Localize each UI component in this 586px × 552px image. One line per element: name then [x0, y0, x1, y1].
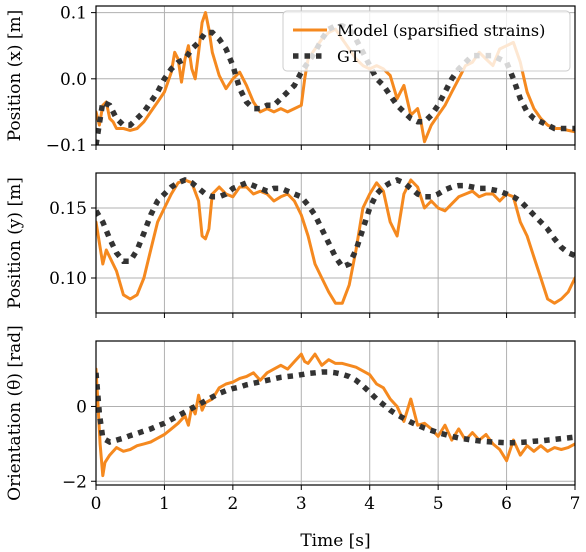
x-tick-label: 6	[501, 494, 512, 514]
y-axis-label: Position (y) [m]	[5, 177, 25, 309]
x-tick-label: 2	[227, 494, 238, 514]
y-tick-label: 0	[76, 397, 87, 417]
legend: Model (sparsified strains) GT	[282, 10, 571, 72]
y-tick-label: 0.10	[49, 269, 87, 289]
y-axis-label: Orientation (θ) [rad]	[5, 325, 25, 501]
y-axis-label: Position (x) [m]	[5, 10, 25, 142]
y-tick-label: 0.1	[60, 4, 87, 24]
gt-series-line	[96, 177, 575, 271]
model-series-line	[96, 352, 575, 478]
x-axis-label: Time [s]	[300, 531, 370, 551]
plot-frame	[95, 5, 576, 146]
x-tick-label: 1	[159, 494, 170, 514]
gt-series-line	[96, 369, 575, 446]
series-group	[96, 177, 575, 305]
legend-model-label: Model (sparsified strains)	[337, 21, 545, 40]
x-tick-label: 7	[570, 494, 581, 514]
y-tick-label: 0.15	[49, 199, 87, 219]
x-tick-label: 3	[296, 494, 307, 514]
y-tick-label: −2	[62, 472, 87, 492]
x-tick-label: 0	[91, 494, 102, 514]
plot-frame	[95, 172, 576, 314]
y-tick-label: 0.0	[60, 70, 87, 90]
y-tick-label: −0.1	[46, 136, 87, 156]
x-tick-label: 5	[433, 494, 444, 514]
panel-position-y: 0.10 0.15 Position (y) [m]	[5, 172, 576, 318]
legend-gt-label: GT	[337, 47, 361, 66]
model-series-line	[96, 178, 575, 305]
plot-frame	[95, 340, 576, 486]
x-tick-label: 4	[364, 494, 375, 514]
legend-box	[282, 10, 571, 72]
series-group	[96, 352, 575, 478]
